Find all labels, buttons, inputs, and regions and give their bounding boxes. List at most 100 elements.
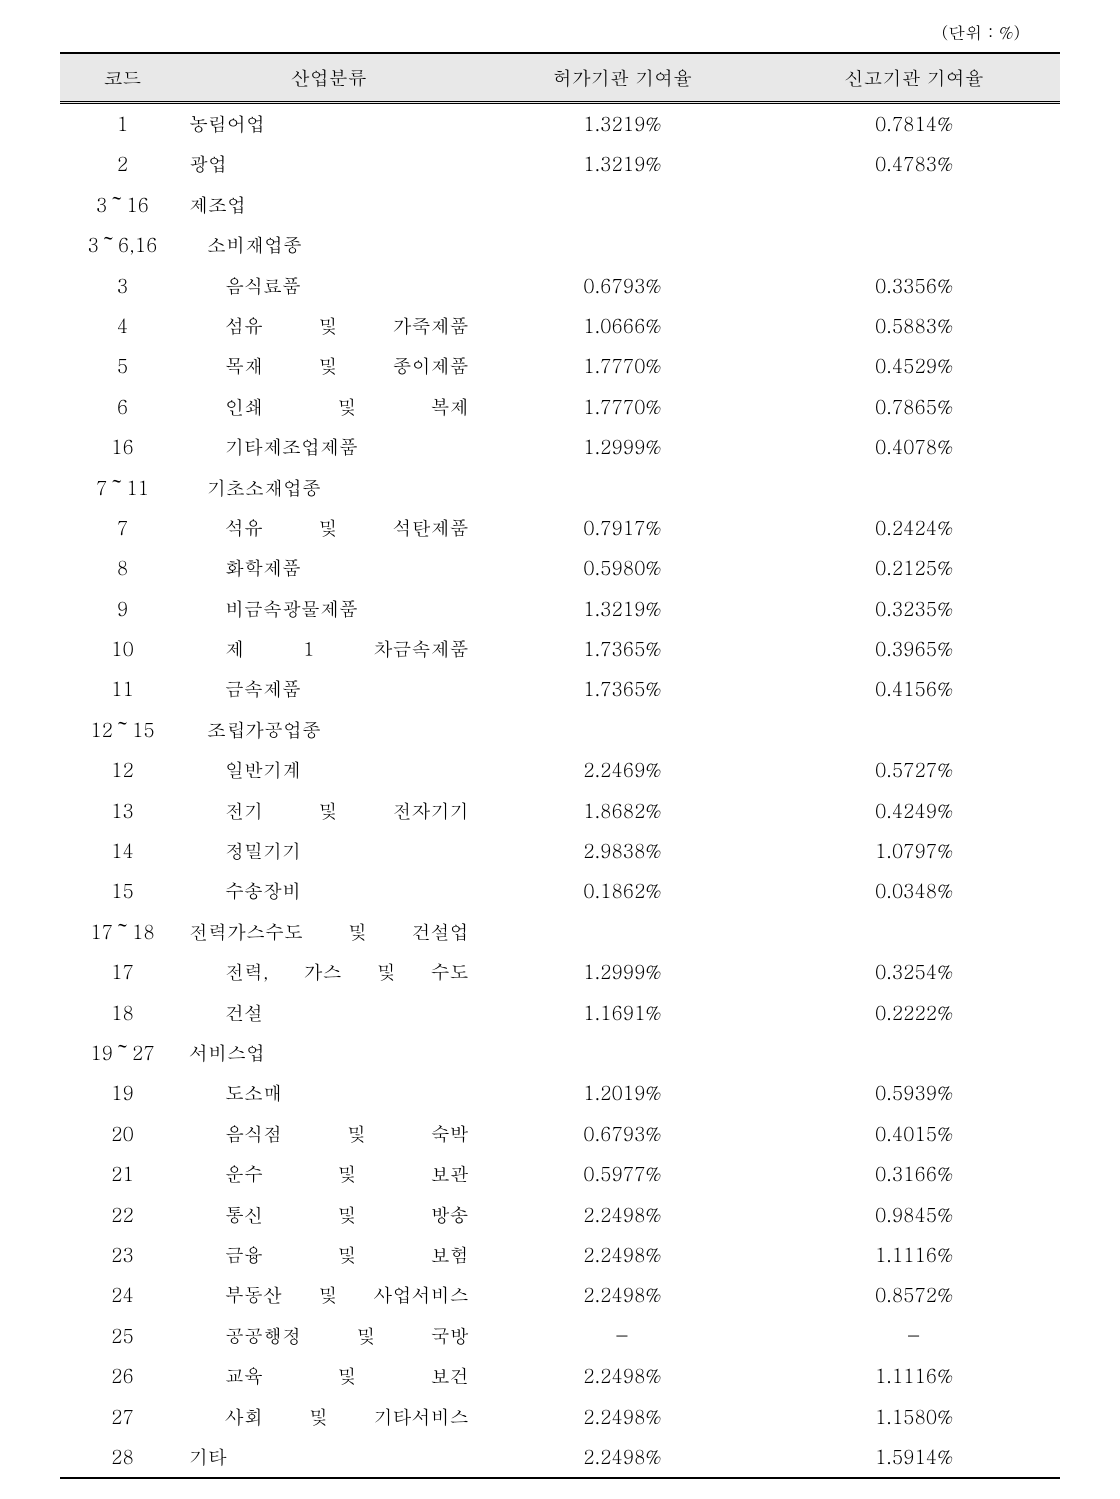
cell-industry: 기타	[185, 1437, 477, 1478]
cell-code: 26	[60, 1356, 185, 1396]
table-body: 1농림어업1.3219%0.7814%2광업1.3219%0.4783%3～16…	[60, 103, 1060, 1479]
cell-permit-rate: 2.2498%	[477, 1397, 769, 1437]
industry-text: 섬유 및 가죽제품	[189, 311, 469, 341]
industry-text: 교육 및 보건	[189, 1361, 469, 1391]
cell-industry: 음식료품	[185, 266, 477, 306]
cell-permit-rate: 1.2999%	[477, 952, 769, 992]
cell-code: 12～15	[60, 710, 185, 750]
table-row: 4섬유 및 가죽제품1.0666%0.5883%	[60, 306, 1060, 346]
table-row: 28기타2.2498%1.5914%	[60, 1437, 1060, 1478]
cell-industry: 소비재업종	[185, 225, 477, 265]
cell-permit-rate	[477, 225, 769, 265]
cell-report-rate: 0.2222%	[768, 993, 1060, 1033]
cell-industry: 부동산 및 사업서비스	[185, 1275, 477, 1315]
cell-permit-rate: 0.5980%	[477, 548, 769, 588]
cell-report-rate	[768, 225, 1060, 265]
table-row: 1농림어업1.3219%0.7814%	[60, 103, 1060, 145]
cell-industry: 목재 및 종이제품	[185, 346, 477, 386]
cell-report-rate: 0.4249%	[768, 791, 1060, 831]
cell-permit-rate	[477, 912, 769, 952]
cell-industry: 기타제조업제품	[185, 427, 477, 467]
cell-industry: 교육 및 보건	[185, 1356, 477, 1396]
cell-permit-rate: 1.2019%	[477, 1073, 769, 1113]
table-row: 17～18전력가스수도 및 건설업	[60, 912, 1060, 952]
cell-code: 20	[60, 1114, 185, 1154]
cell-permit-rate: 1.2999%	[477, 427, 769, 467]
cell-industry: 섬유 및 가죽제품	[185, 306, 477, 346]
cell-code: 1	[60, 103, 185, 145]
cell-report-rate: 0.4078%	[768, 427, 1060, 467]
industry-text: 금융 및 보험	[189, 1240, 469, 1270]
cell-permit-rate: 0.6793%	[477, 1114, 769, 1154]
table-row: 7석유 및 석탄제품0.7917%0.2424%	[60, 508, 1060, 548]
cell-report-rate: 0.3356%	[768, 266, 1060, 306]
industry-table: 코드 산업분류 허가기관 기여율 신고기관 기여율 1농림어업1.3219%0.…	[60, 52, 1060, 1479]
cell-report-rate: 0.4529%	[768, 346, 1060, 386]
table-row: 17전력, 가스 및 수도1.2999%0.3254%	[60, 952, 1060, 992]
cell-industry: 전력, 가스 및 수도	[185, 952, 477, 992]
cell-code: 18	[60, 993, 185, 1033]
table-row: 22통신 및 방송2.2498%0.9845%	[60, 1195, 1060, 1235]
cell-code: 12	[60, 750, 185, 790]
cell-industry: 건설	[185, 993, 477, 1033]
cell-industry: 서비스업	[185, 1033, 477, 1073]
table-row: 16기타제조업제품1.2999%0.4078%	[60, 427, 1060, 467]
cell-industry: 광업	[185, 144, 477, 184]
table-row: 2광업1.3219%0.4783%	[60, 144, 1060, 184]
industry-text: 광업	[189, 149, 469, 179]
cell-report-rate: 1.1116%	[768, 1356, 1060, 1396]
cell-industry: 금속제품	[185, 669, 477, 709]
table-row: 3～6,16소비재업종	[60, 225, 1060, 265]
cell-permit-rate: 1.7365%	[477, 629, 769, 669]
cell-code: 4	[60, 306, 185, 346]
industry-text: 전력, 가스 및 수도	[189, 957, 469, 987]
industry-text: 기타	[189, 1442, 469, 1472]
cell-report-rate: 0.3965%	[768, 629, 1060, 669]
industry-text: 운수 및 보관	[189, 1159, 469, 1189]
cell-report-rate: 0.3235%	[768, 589, 1060, 629]
cell-code: 14	[60, 831, 185, 871]
cell-report-rate	[768, 710, 1060, 750]
cell-industry: 전력가스수도 및 건설업	[185, 912, 477, 952]
cell-code: 2	[60, 144, 185, 184]
table-row: 14정밀기기2.9838%1.0797%	[60, 831, 1060, 871]
cell-permit-rate: 2.2498%	[477, 1195, 769, 1235]
cell-permit-rate: 1.1691%	[477, 993, 769, 1033]
cell-report-rate: 0.5883%	[768, 306, 1060, 346]
industry-text: 비금속광물제품	[189, 594, 469, 624]
cell-report-rate: 0.4783%	[768, 144, 1060, 184]
table-row: 23금융 및 보험2.2498%1.1116%	[60, 1235, 1060, 1275]
cell-code: 24	[60, 1275, 185, 1315]
industry-text: 전기 및 전자기기	[189, 796, 469, 826]
cell-permit-rate: 2.2498%	[477, 1235, 769, 1275]
cell-permit-rate	[477, 185, 769, 225]
cell-industry: 수송장비	[185, 871, 477, 911]
cell-report-rate: 0.5727%	[768, 750, 1060, 790]
cell-report-rate: 0.4015%	[768, 1114, 1060, 1154]
col-header-report: 신고기관 기여율	[768, 53, 1060, 103]
cell-permit-rate	[477, 1033, 769, 1073]
cell-permit-rate: －	[477, 1316, 769, 1356]
cell-industry: 비금속광물제품	[185, 589, 477, 629]
industry-text: 수송장비	[189, 876, 469, 906]
cell-report-rate	[768, 468, 1060, 508]
unit-label: (단위 : %)	[60, 20, 1060, 44]
cell-report-rate: 0.9845%	[768, 1195, 1060, 1235]
table-row: 11금속제품1.7365%0.4156%	[60, 669, 1060, 709]
cell-code: 15	[60, 871, 185, 911]
industry-text: 음식료품	[189, 271, 469, 301]
cell-report-rate: 0.4156%	[768, 669, 1060, 709]
cell-report-rate: 0.3166%	[768, 1154, 1060, 1194]
cell-industry: 석유 및 석탄제품	[185, 508, 477, 548]
cell-code: 27	[60, 1397, 185, 1437]
cell-report-rate: －	[768, 1316, 1060, 1356]
cell-permit-rate	[477, 468, 769, 508]
industry-text: 전력가스수도 및 건설업	[189, 917, 469, 947]
cell-industry: 인쇄 및 복제	[185, 387, 477, 427]
cell-permit-rate: 1.3219%	[477, 103, 769, 145]
cell-industry: 음식점 및 숙박	[185, 1114, 477, 1154]
cell-report-rate: 0.2424%	[768, 508, 1060, 548]
cell-code: 22	[60, 1195, 185, 1235]
table-row: 19～27서비스업	[60, 1033, 1060, 1073]
col-header-industry: 산업분류	[185, 53, 477, 103]
